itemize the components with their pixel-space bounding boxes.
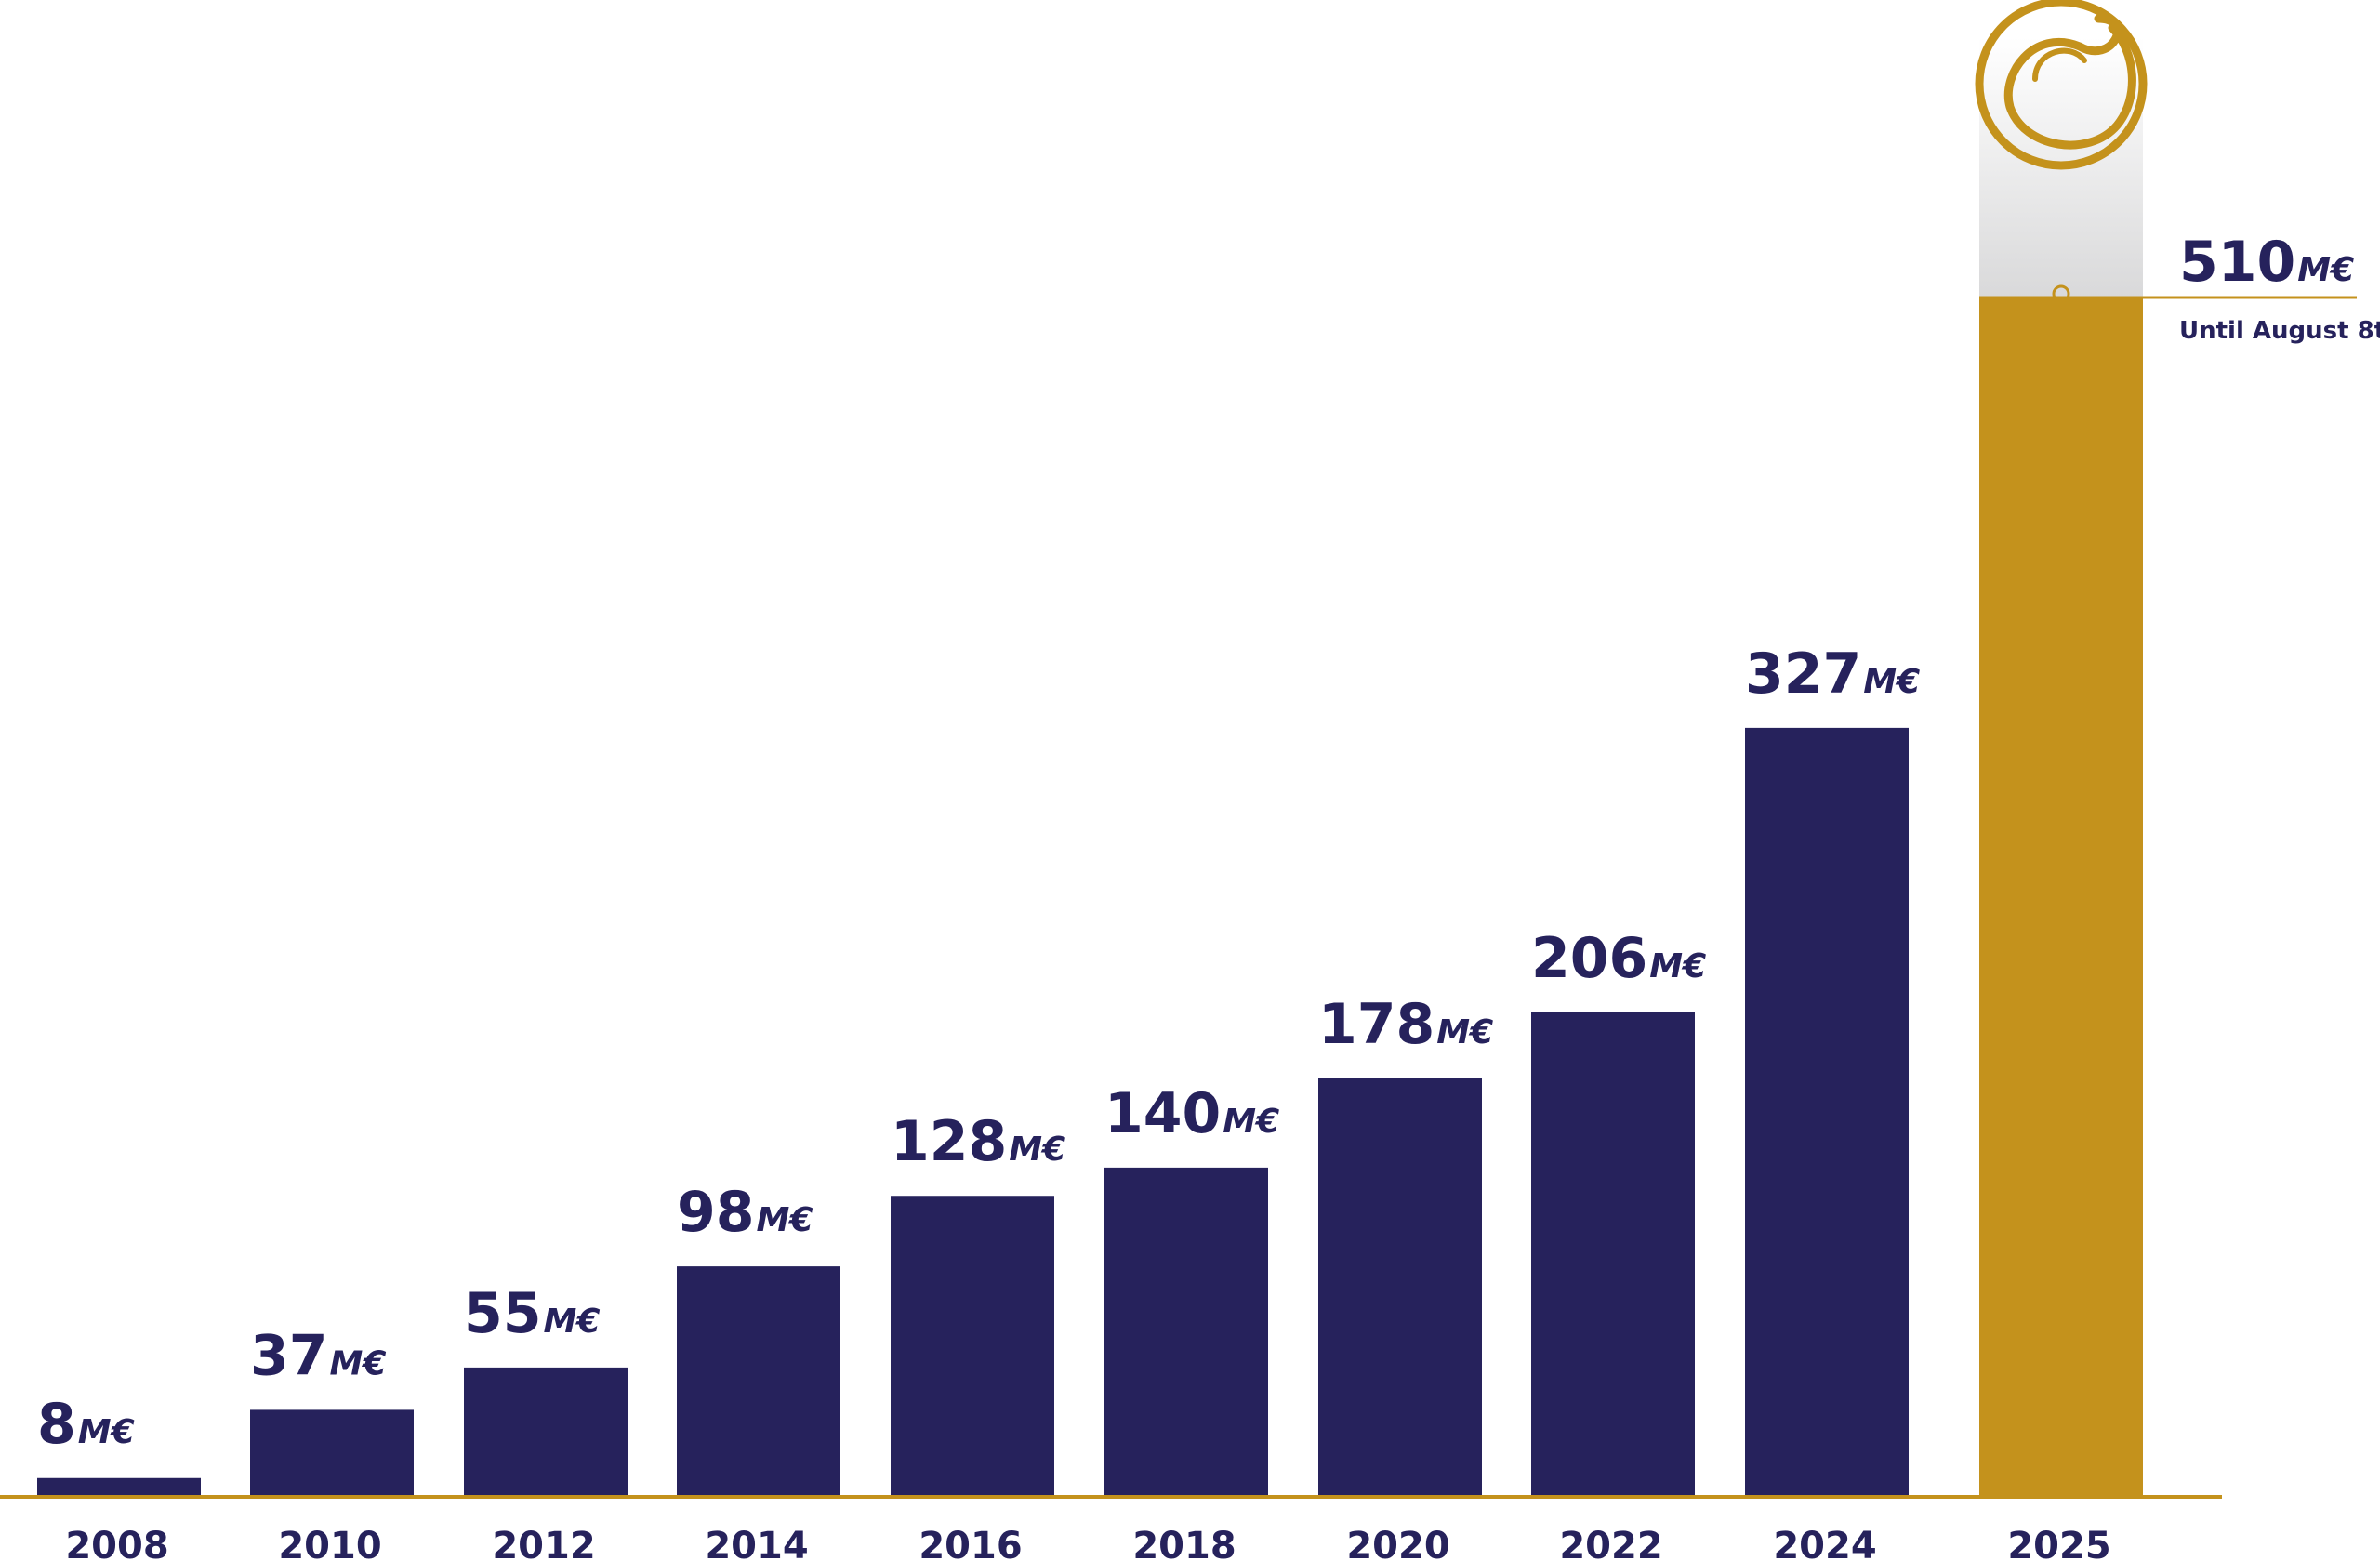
value-number: 37 — [250, 1323, 328, 1388]
bar-2014 — [677, 1266, 840, 1497]
value-number: 206 — [1531, 926, 1647, 991]
bar-2020 — [1318, 1078, 1482, 1497]
x-tick-2018: 2018 — [1132, 1525, 1236, 1561]
value-label-2014: 98M€ — [677, 1180, 813, 1245]
value-number: 55 — [464, 1281, 542, 1346]
value-unit: M€ — [1223, 1103, 1279, 1141]
value-number: 327 — [1745, 642, 1861, 707]
value-label-2022: 206M€ — [1531, 926, 1706, 991]
x-tick-2020: 2020 — [1346, 1525, 1449, 1561]
value-unit: M€ — [1649, 947, 1706, 986]
value-label-2010: 37M€ — [250, 1323, 386, 1388]
value-label-2012: 55M€ — [464, 1281, 600, 1346]
value-unit: M€ — [78, 1413, 135, 1451]
value-number: 8 — [37, 1392, 76, 1457]
x-tick-2014: 2014 — [705, 1525, 808, 1561]
value-number: 98 — [677, 1180, 755, 1245]
value-unit: M€ — [330, 1344, 387, 1382]
value-label-2025: 510M€ — [2179, 230, 2354, 295]
bar-2018 — [1104, 1167, 1268, 1497]
bar-2025 — [1979, 298, 2143, 1497]
value-label-2018: 140M€ — [1104, 1081, 1279, 1146]
bar-2008 — [37, 1477, 201, 1497]
value-number: 178 — [1318, 992, 1435, 1057]
value-label-2024: 327M€ — [1745, 642, 1920, 707]
x-tick-labels: 2008 2010 2012 2014 2016 2018 2020 2022 2024 2025 — [65, 1525, 2110, 1561]
value-label-2008: 8M€ — [37, 1392, 135, 1457]
value-label-2020: 178M€ — [1318, 992, 1493, 1057]
x-tick-2012: 2012 — [492, 1525, 595, 1561]
x-tick-2010: 2010 — [278, 1525, 381, 1561]
value-number: 140 — [1104, 1081, 1221, 1146]
highlight-note: Until August 8th — [1979, 284, 2380, 345]
x-tick-2016: 2016 — [919, 1525, 1022, 1561]
value-number: 128 — [891, 1109, 1007, 1174]
bars — [37, 298, 2143, 1497]
value-unit: M€ — [2297, 251, 2354, 289]
bar-2010 — [250, 1409, 414, 1497]
value-unit: M€ — [544, 1303, 601, 1341]
x-tick-2024: 2024 — [1773, 1525, 1876, 1561]
value-labels: 8M€37M€55M€98M€128M€140M€178M€206M€327M€… — [37, 230, 2354, 1457]
logo-outer-ring — [1975, 0, 2148, 170]
x-tick-2022: 2022 — [1559, 1525, 1662, 1561]
logo-inner-curl — [2032, 47, 2087, 82]
value-unit: M€ — [1863, 663, 1920, 701]
x-tick-2025: 2025 — [2007, 1525, 2110, 1561]
bar-2012 — [464, 1367, 628, 1497]
value-unit: M€ — [1436, 1013, 1493, 1052]
highlight-marker-ring — [2052, 284, 2070, 303]
highlight-note-text: Until August 8th — [2179, 317, 2380, 345]
bar-2022 — [1531, 1012, 1695, 1497]
value-unit: M€ — [757, 1201, 813, 1239]
value-number: 510 — [2179, 230, 2295, 295]
value-unit: M€ — [1009, 1131, 1065, 1169]
value-label-2016: 128M€ — [891, 1109, 1065, 1174]
bar-2024 — [1745, 727, 1909, 1497]
x-tick-2008: 2008 — [65, 1525, 168, 1561]
bar-2016 — [891, 1196, 1054, 1497]
spiral-logo-icon — [1975, 0, 2148, 170]
logo-spiral-stroke — [2003, 14, 2136, 150]
